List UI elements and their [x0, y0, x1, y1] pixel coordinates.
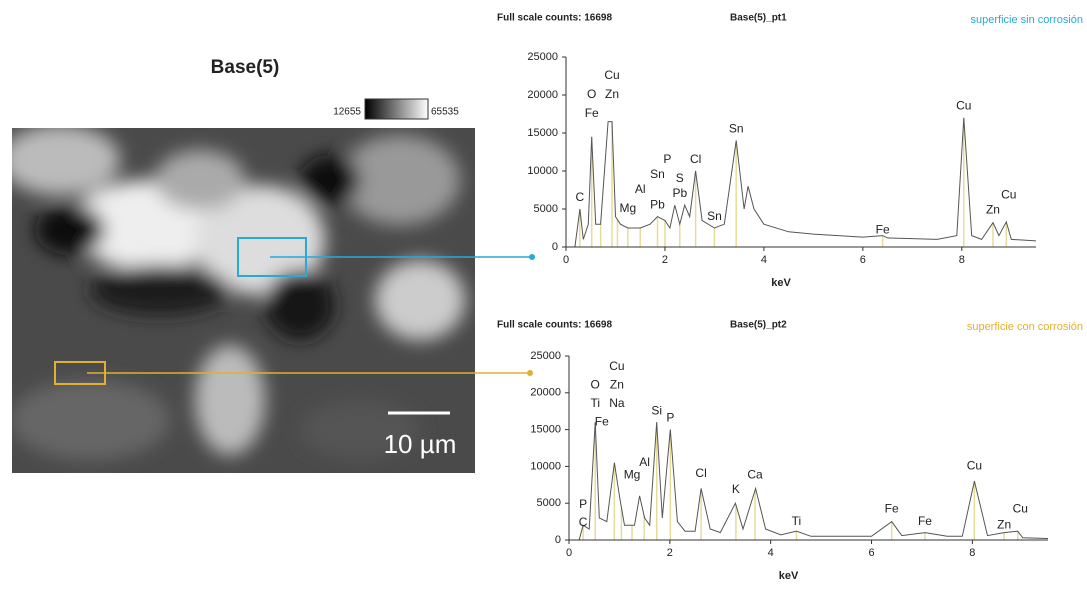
peak-label: Zn: [997, 517, 1011, 531]
x-tick-label: 8: [969, 547, 975, 559]
colorbar-max: 65535: [431, 107, 459, 118]
sem-image: [0, 125, 475, 473]
chart-subtitle: Base(5)_pt2: [730, 320, 787, 331]
peak-label: Fe: [885, 501, 899, 515]
x-tick-label: 2: [662, 254, 668, 266]
x-tick-label: 0: [563, 254, 569, 266]
peak-label: P: [579, 497, 587, 511]
peak-label: Pb: [650, 197, 665, 211]
peak-label: Cu: [604, 68, 619, 82]
peak-label: Al: [635, 182, 646, 196]
x-axis-label: keV: [779, 570, 799, 582]
y-tick-label: 0: [552, 241, 558, 253]
peak-label: Ti: [792, 514, 802, 528]
y-tick-label: 10000: [530, 460, 561, 472]
peak-label: Fe: [585, 106, 599, 120]
x-tick-label: 6: [860, 254, 866, 266]
peak-label: Cu: [609, 359, 624, 373]
peak-label: C: [579, 515, 588, 529]
peak-label: K: [732, 482, 740, 496]
y-tick-label: 20000: [530, 387, 561, 399]
peak-label: Cu: [967, 459, 982, 473]
image-title: Base(5): [211, 57, 280, 78]
chart-note: superficie sin corrosión: [971, 14, 1084, 26]
peak-label: O: [591, 378, 600, 392]
page: Base(5) 12655 65535 10 µm Full scale cou…: [0, 0, 1087, 590]
peak-label: Zn: [986, 203, 1000, 217]
x-axis-label: keV: [771, 277, 791, 289]
x-tick-label: 8: [959, 254, 965, 266]
chart-note: superficie con corrosión: [967, 321, 1083, 333]
peak-label: C: [576, 190, 585, 204]
y-tick-label: 15000: [530, 424, 561, 436]
chart-title: Full scale counts: 16698: [497, 13, 612, 24]
peak-label: Na: [609, 396, 625, 410]
peak-label: Sn: [650, 167, 665, 181]
colorbar-min: 12655: [333, 107, 361, 118]
x-tick-label: 4: [768, 547, 774, 559]
peak-label: Fe: [918, 514, 932, 528]
figure: Base(5) 12655 65535 10 µm Full scale cou…: [0, 0, 1087, 585]
colorbar: [365, 99, 428, 119]
peak-label: Cu: [1013, 501, 1028, 515]
x-tick-label: 0: [566, 547, 572, 559]
peak-label: Cu: [956, 99, 971, 113]
peak-label: P: [666, 411, 674, 425]
x-tick-label: 2: [667, 547, 673, 559]
peak-label: Ca: [747, 467, 763, 481]
spectrum-line: [574, 422, 1048, 540]
connector-dot: [529, 254, 535, 260]
y-tick-label: 0: [555, 534, 561, 546]
y-tick-label: 25000: [527, 51, 558, 63]
peak-label: Fe: [595, 414, 609, 428]
peak-label: P: [663, 152, 671, 166]
chart-title: Full scale counts: 16698: [497, 320, 612, 331]
peak-label: Sn: [729, 121, 744, 135]
y-tick-label: 5000: [534, 203, 558, 215]
peak-label: Ti: [590, 396, 600, 410]
y-tick-label: 25000: [530, 350, 561, 362]
chart-subtitle: Base(5)_pt1: [730, 13, 787, 24]
peak-label: Zn: [610, 378, 624, 392]
peak-label: Cl: [695, 466, 706, 480]
peak-label: Si: [651, 403, 662, 417]
y-tick-label: 15000: [527, 127, 558, 139]
connector-dot: [527, 370, 533, 376]
peak-label: Mg: [624, 467, 641, 481]
peak-label: Cu: [1001, 187, 1016, 201]
y-tick-label: 10000: [527, 165, 558, 177]
peak-label: Cl: [690, 152, 701, 166]
peak-label: O: [587, 87, 596, 101]
x-tick-label: 4: [761, 254, 767, 266]
peak-label: S: [676, 171, 684, 185]
scale-bar-label: 10 µm: [384, 429, 457, 459]
peak-label: Al: [639, 455, 650, 469]
peak-label: Sn: [707, 209, 722, 223]
peak-label: Fe: [876, 222, 890, 236]
x-tick-label: 6: [868, 547, 874, 559]
y-tick-label: 5000: [537, 497, 561, 509]
y-tick-label: 20000: [527, 89, 558, 101]
peak-label: Pb: [672, 186, 687, 200]
peak-label: Mg: [620, 201, 637, 215]
peak-label: Zn: [605, 87, 619, 101]
